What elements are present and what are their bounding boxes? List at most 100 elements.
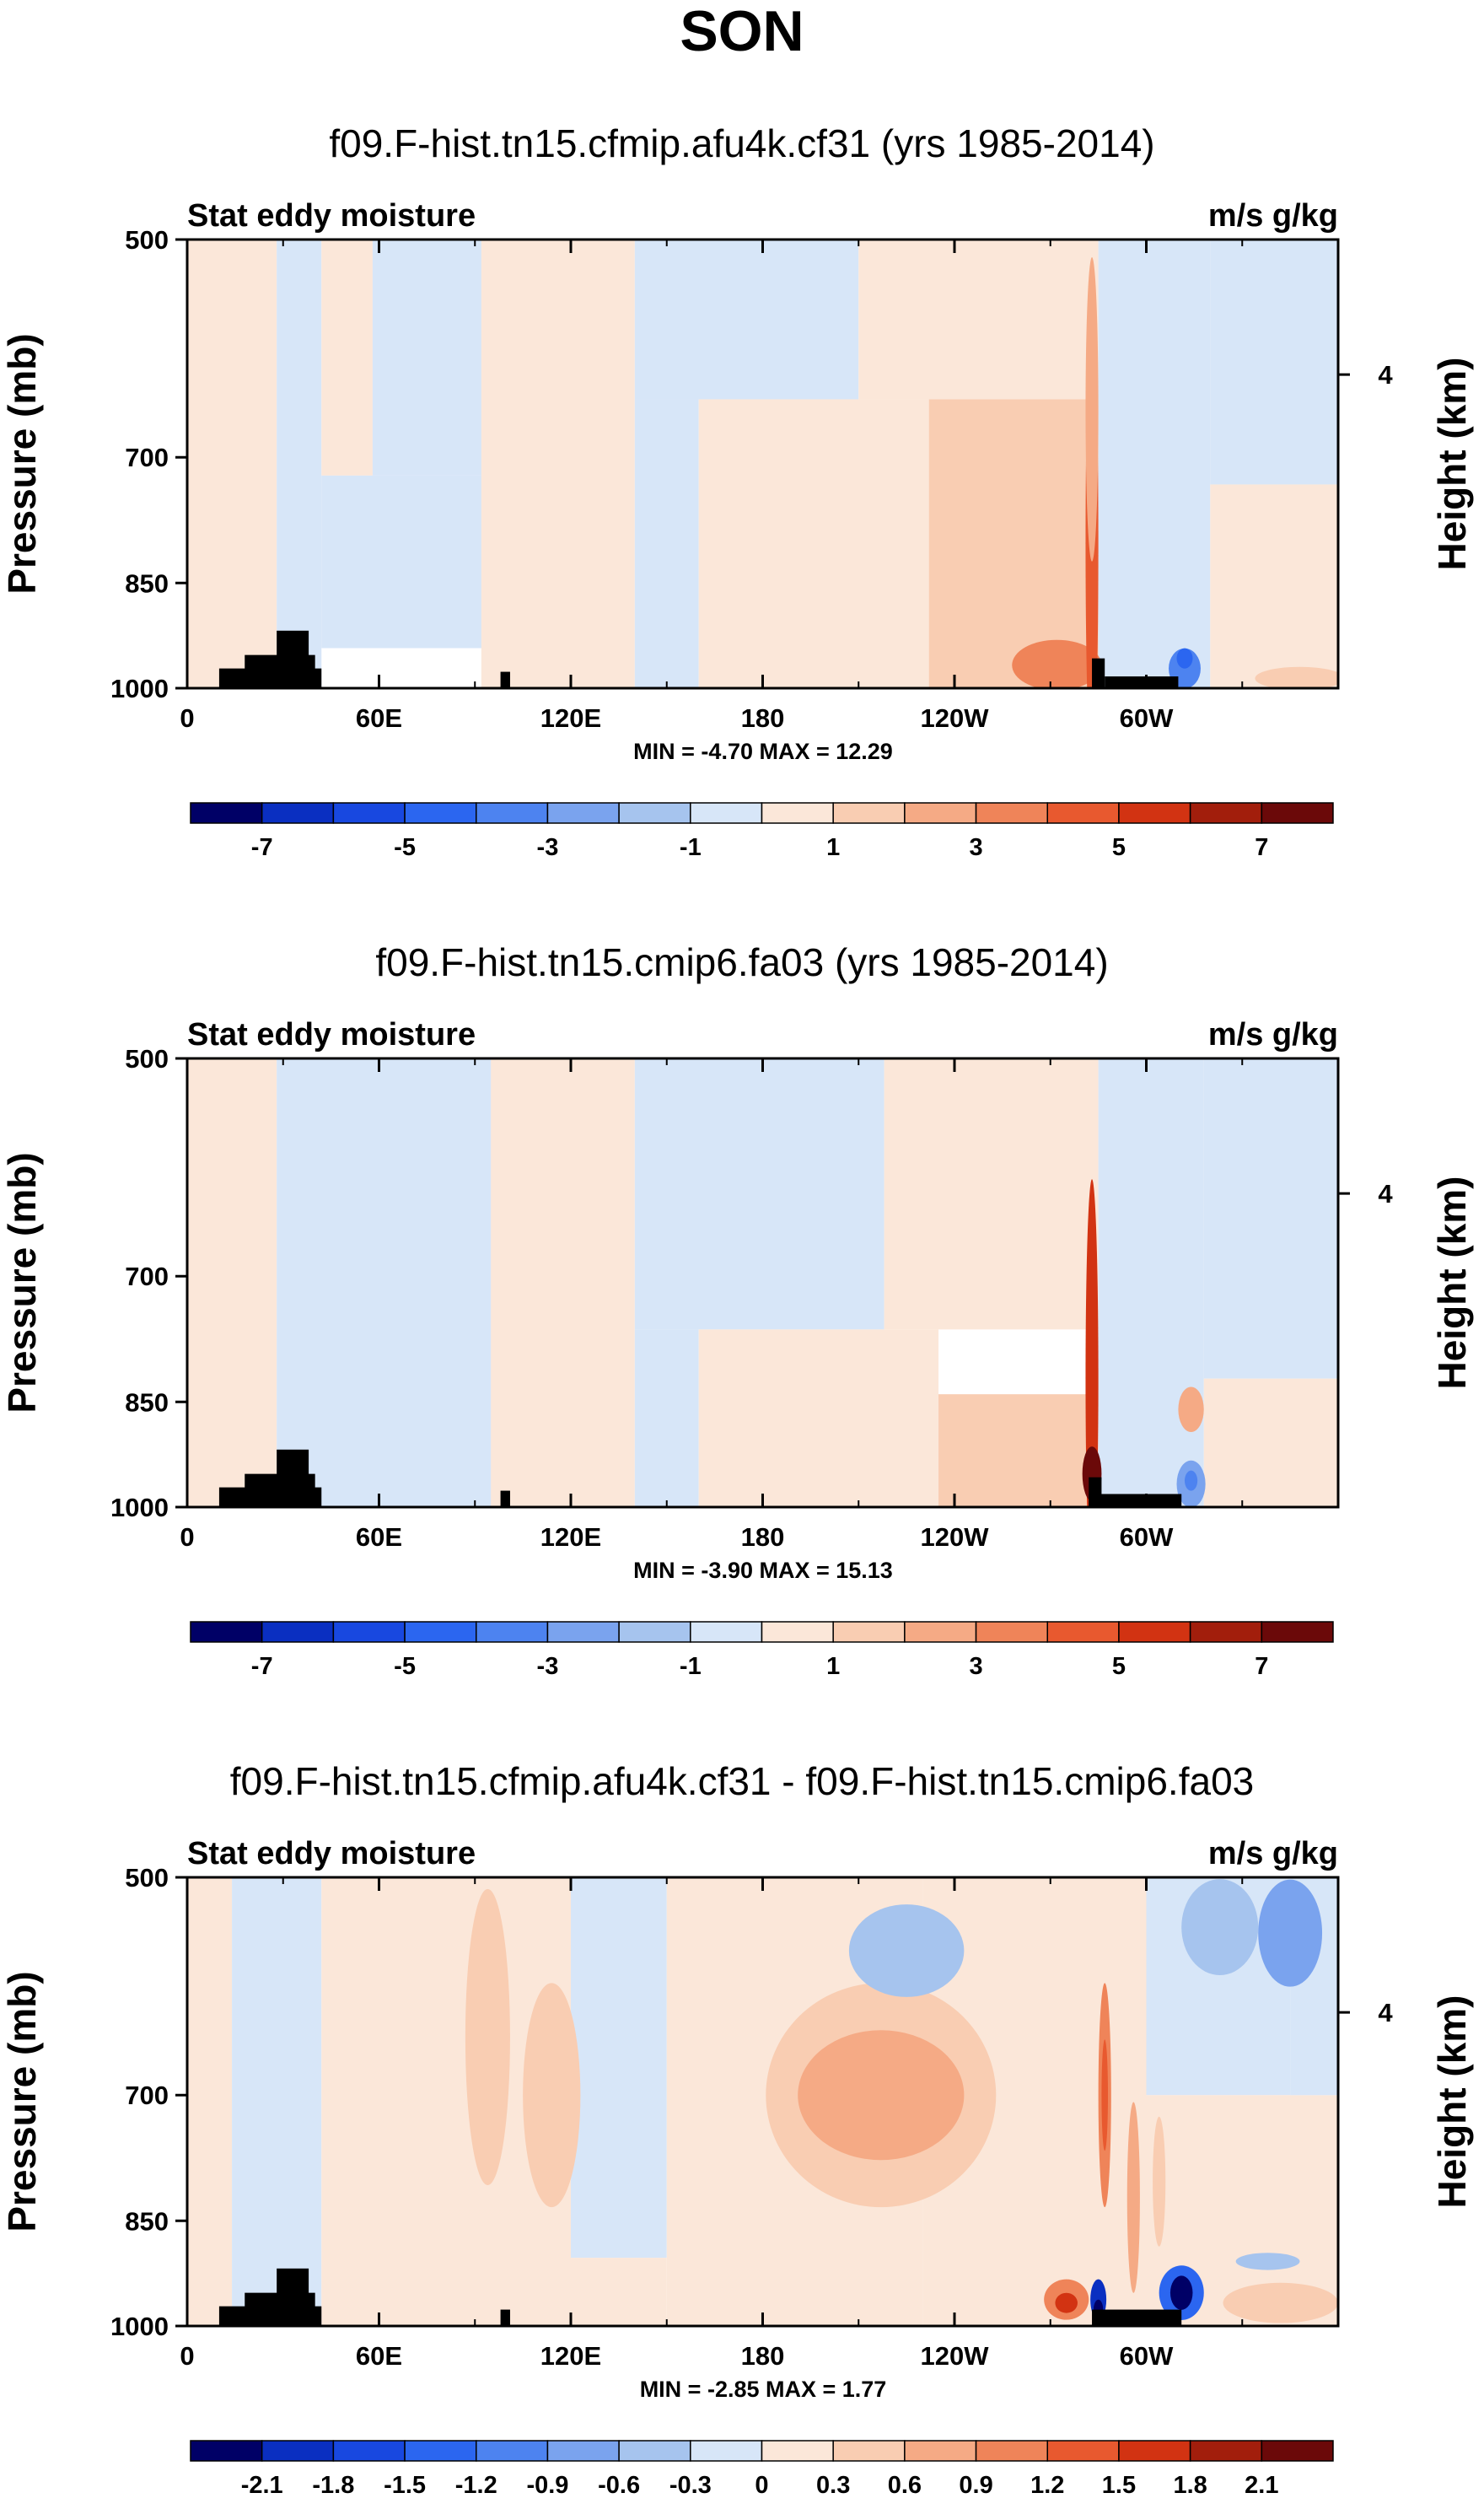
- colorbar-label: -5: [394, 1653, 416, 1680]
- colorbar-label: -0.3: [669, 2472, 712, 2499]
- colorbar-label: 7: [1255, 834, 1268, 861]
- colorbar-swatch: [761, 802, 834, 824]
- colorbar-label: 1.8: [1173, 2472, 1207, 2499]
- height-tick-label: 4: [1378, 1179, 1393, 1209]
- colorbar-label: -1.8: [312, 2472, 354, 2499]
- land-mask: [277, 1449, 309, 1507]
- y-axis-label: Pressure (mb): [0, 333, 44, 594]
- panel-2: f09.F-hist.tn15.cmip6.fa03 (yrs 1985-201…: [0, 940, 1474, 1680]
- colorbar-swatch: [190, 2440, 263, 2462]
- land-mask: [500, 671, 510, 688]
- contour-feature: [1126, 2102, 1140, 2293]
- panel-title: f09.F-hist.tn15.cfmip.afu4k.cf31 (yrs 19…: [329, 121, 1154, 165]
- y-tick-label: 850: [125, 2206, 169, 2236]
- colorbar-swatch: [546, 2440, 620, 2462]
- contour-region: [571, 2258, 667, 2326]
- land-mask: [500, 1490, 510, 1507]
- colorbar-swatch: [832, 1621, 906, 1643]
- colorbar-swatch: [1046, 802, 1120, 824]
- units-label: m/s g/kg: [1208, 198, 1338, 234]
- x-tick-label: 120E: [540, 703, 601, 733]
- x-tick-label: 120E: [540, 2341, 601, 2371]
- height-tick-label: 4: [1378, 360, 1393, 390]
- colorbar-label: -3: [537, 1653, 559, 1680]
- panel-title: f09.F-hist.tn15.cfmip.afu4k.cf31 - f09.F…: [230, 1759, 1254, 1803]
- colorbar-swatch: [975, 2440, 1048, 2462]
- contour-feature: [1185, 1470, 1198, 1491]
- field-label: Stat eddy moisture: [187, 1017, 476, 1053]
- contour-field: [187, 240, 1338, 688]
- colorbar-label: 1: [826, 834, 840, 861]
- contour-feature: [798, 2030, 965, 2161]
- x-tick-label: 60W: [1120, 703, 1174, 733]
- panel-title: f09.F-hist.tn15.cmip6.fa03 (yrs 1985-201…: [375, 940, 1108, 984]
- colorbar-label: -3: [537, 834, 559, 861]
- colorbar-label: -2.1: [241, 2472, 283, 2499]
- units-label: m/s g/kg: [1208, 1836, 1338, 1871]
- colorbar-swatch: [476, 1621, 549, 1643]
- contour-region: [938, 1394, 1093, 1507]
- colorbar-swatch: [904, 2440, 977, 2462]
- colorbar-swatch: [546, 1621, 620, 1643]
- contour-region: [634, 399, 699, 688]
- min-max-stats: MIN = -2.85 MAX = 1.77: [640, 2377, 887, 2402]
- colorbar-swatch: [1189, 802, 1263, 824]
- colorbar-swatch: [404, 802, 477, 824]
- colorbar-label: 7: [1255, 1653, 1268, 1680]
- contour-region: [1210, 484, 1338, 688]
- contour-feature: [1181, 1879, 1259, 1976]
- contour-region: [1203, 1378, 1338, 1507]
- colorbar-swatch: [832, 2440, 906, 2462]
- colorbar-swatch: [618, 1621, 691, 1643]
- colorbar-label: -0.9: [526, 2472, 568, 2499]
- contour-feature: [1153, 2116, 1166, 2247]
- x-tick-label: 0: [180, 1522, 194, 1552]
- colorbar-label: 1: [826, 1653, 840, 1680]
- colorbar-label: 3: [969, 834, 982, 861]
- contour-region: [491, 1058, 635, 1507]
- contour-region: [187, 1877, 233, 2326]
- colorbar-label: -1: [680, 1653, 702, 1680]
- contour-feature: [848, 1904, 965, 1997]
- contour-region: [277, 240, 322, 688]
- colorbar-label: 5: [1112, 1653, 1126, 1680]
- contour-feature: [1178, 1386, 1204, 1433]
- y-axis-label: Pressure (mb): [0, 1971, 44, 2232]
- colorbar-label: -7: [251, 834, 273, 861]
- contour-region: [928, 399, 1099, 688]
- colorbar-swatch: [761, 1621, 834, 1643]
- contour-region: [571, 1877, 667, 2259]
- contour-field: [187, 1058, 1338, 1507]
- colorbar-swatch: [618, 802, 691, 824]
- colorbar-swatch: [1261, 2440, 1334, 2462]
- right-axis-label: Height (km): [1430, 1176, 1474, 1390]
- land-mask: [1092, 2309, 1182, 2326]
- x-tick-label: 180: [741, 1522, 785, 1552]
- figure-title: SON: [680, 0, 804, 63]
- x-tick-label: 120W: [921, 2341, 990, 2371]
- colorbar-label: -7: [251, 1653, 273, 1680]
- contour-region: [277, 1058, 341, 1507]
- colorbar-label: 1.5: [1102, 2472, 1136, 2499]
- y-tick-label: 850: [125, 568, 169, 598]
- contour-region: [321, 240, 373, 476]
- colorbar-label: 2.1: [1245, 2472, 1278, 2499]
- contour-region: [634, 1329, 699, 1507]
- contour-feature: [1169, 2275, 1193, 2310]
- colorbar-label: 0.9: [959, 2472, 992, 2499]
- colorbar-swatch: [190, 802, 263, 824]
- colorbar-label: -0.6: [598, 2472, 640, 2499]
- colorbar-swatch: [904, 1621, 977, 1643]
- x-tick-label: 60W: [1120, 1522, 1174, 1552]
- land-mask: [500, 2309, 510, 2326]
- min-max-stats: MIN = -4.70 MAX = 12.29: [633, 739, 893, 764]
- land-mask: [277, 2268, 309, 2326]
- contour-region: [1098, 240, 1211, 688]
- colorbar-swatch: [690, 1621, 763, 1643]
- contour-region: [232, 1877, 322, 2326]
- y-tick-label: 1000: [110, 1493, 169, 1522]
- contour-region: [1210, 240, 1338, 485]
- x-tick-label: 120W: [921, 1522, 990, 1552]
- colorbar-swatch: [690, 802, 763, 824]
